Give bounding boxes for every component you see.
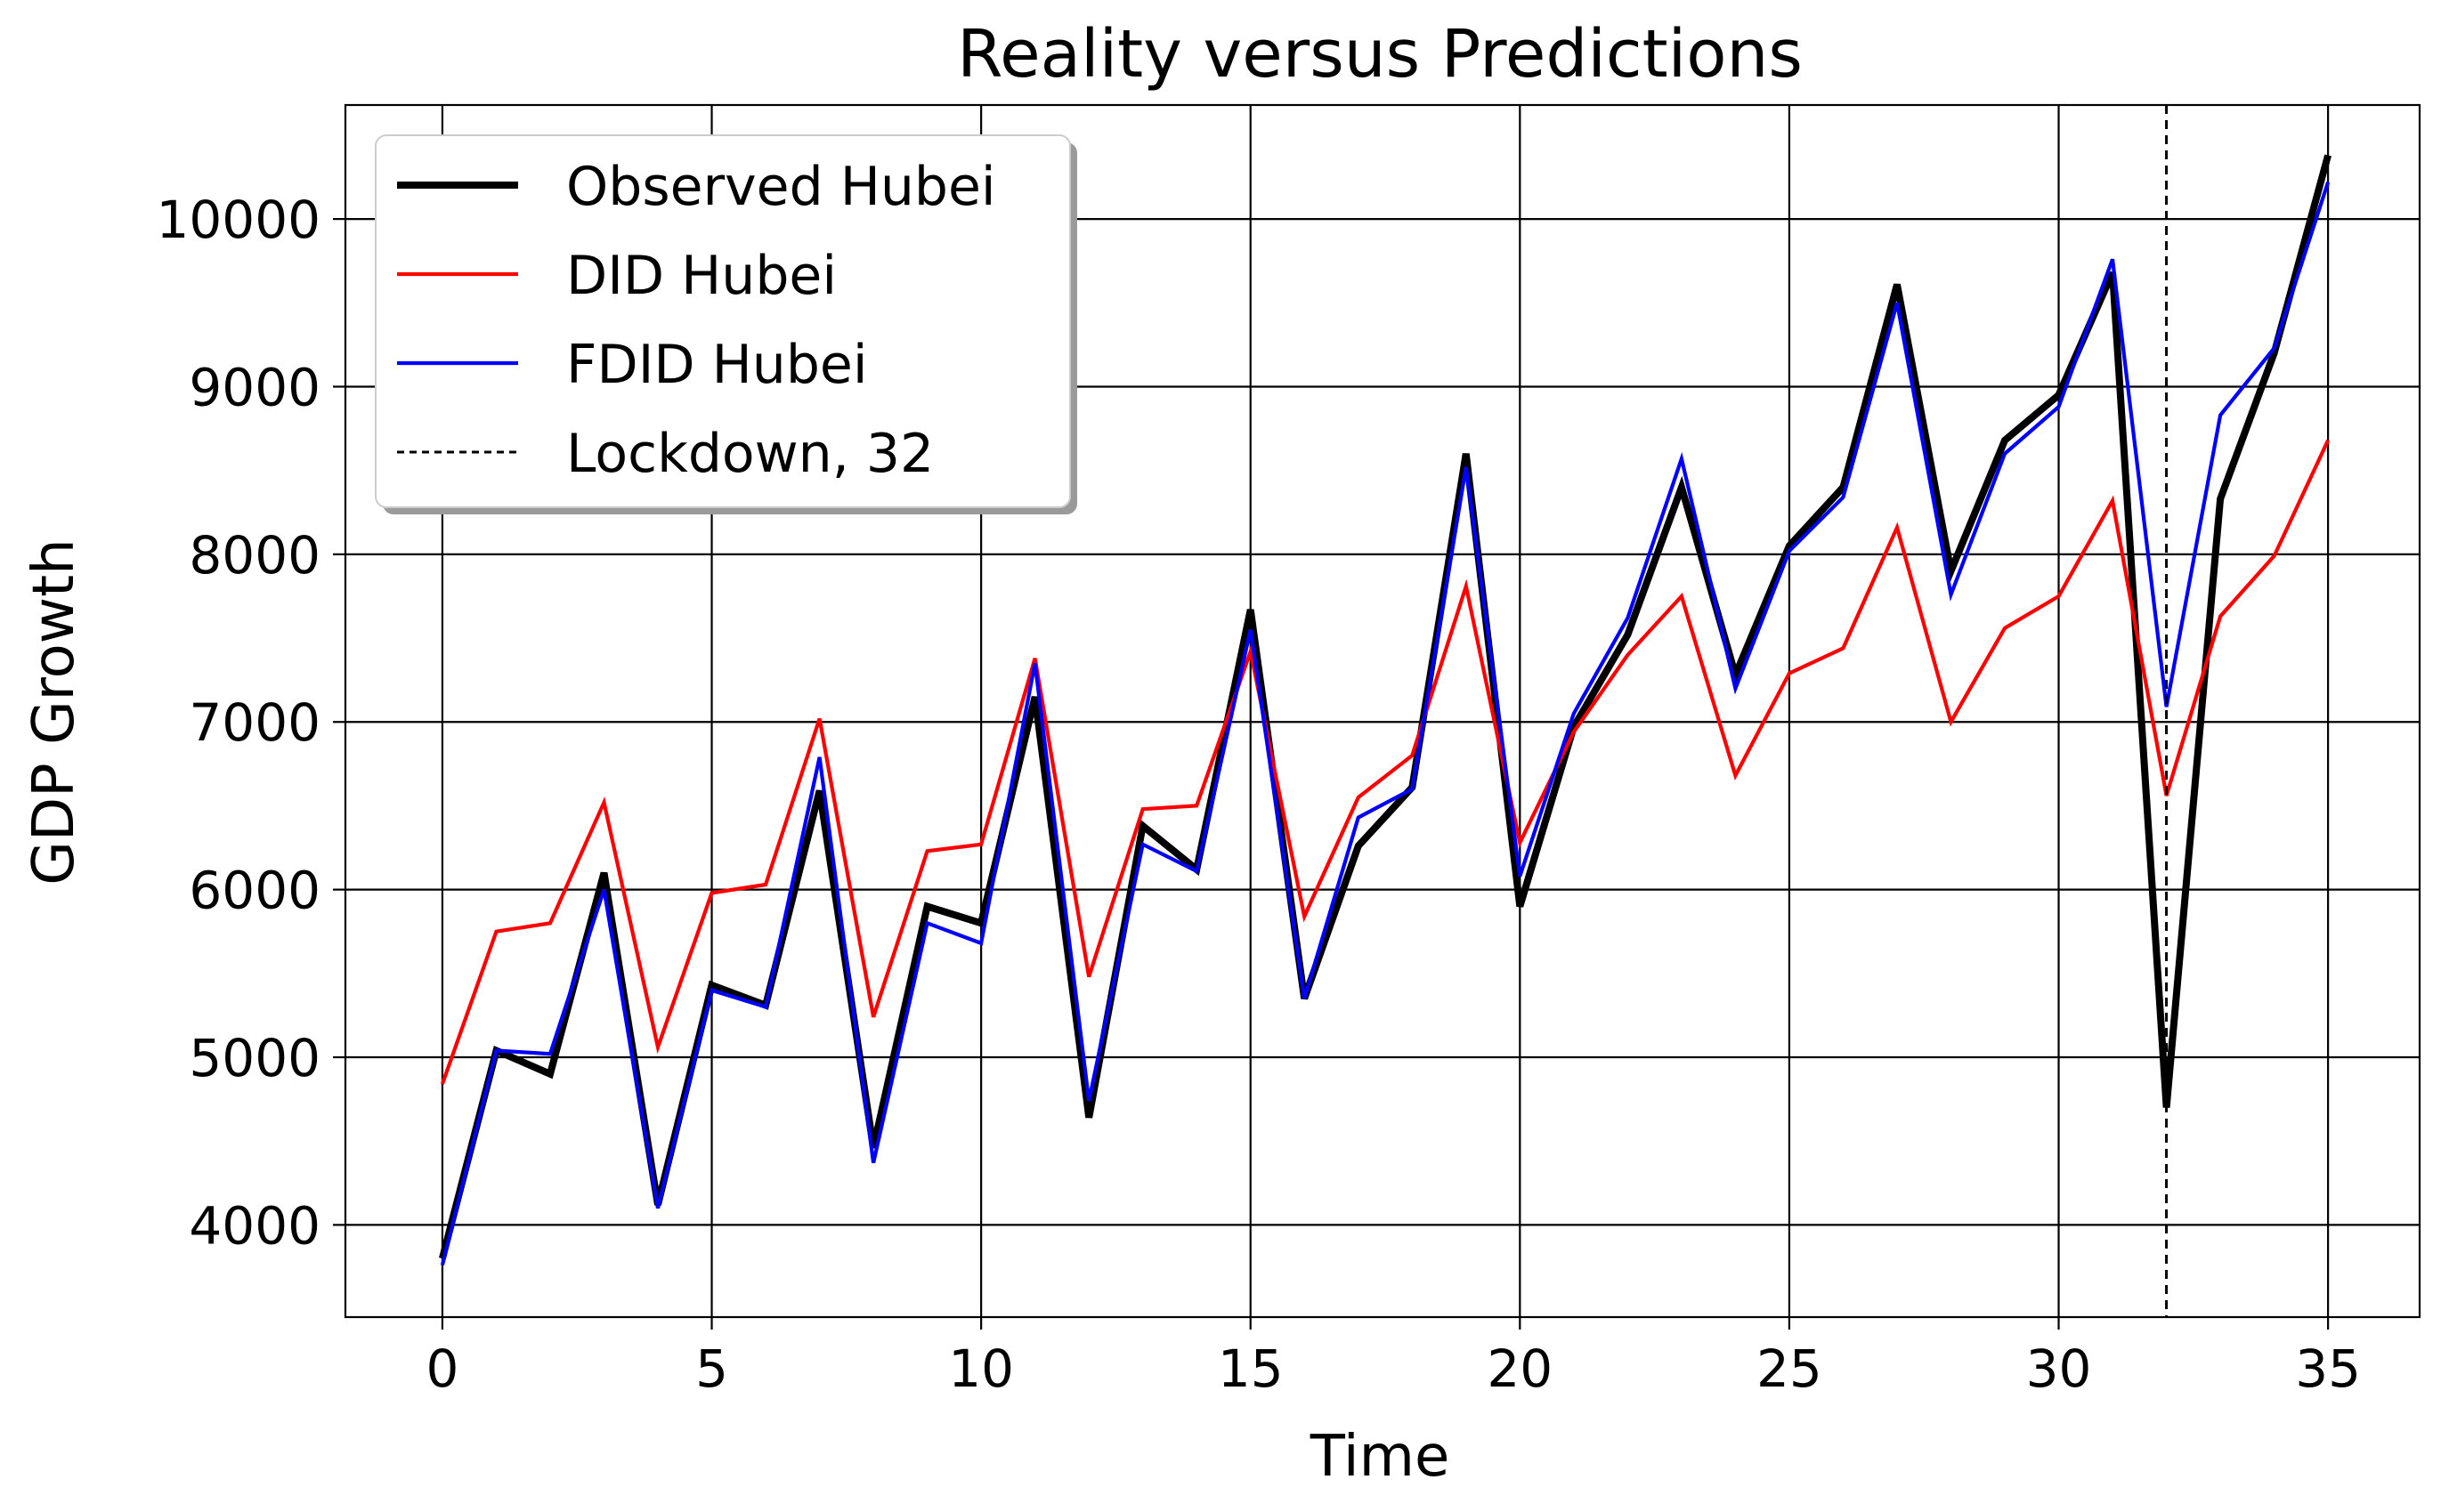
- x-tick-label: 10: [948, 1338, 1014, 1399]
- legend-label: Observed Hubei: [566, 156, 996, 218]
- y-tick-label: 9000: [189, 357, 320, 417]
- x-tick-label: 0: [426, 1338, 458, 1399]
- plot-area: 0 5 10 15 20 25 30 35 4000 5000 6000 7000 8000 9000 10…: [156, 103, 2421, 1399]
- axes-frame: [344, 103, 2421, 1319]
- y-tick-label: 5000: [189, 1028, 320, 1088]
- legend: Observed Hubei DID Hubei FDID Hubei Lockdow…: [375, 134, 1077, 514]
- x-tick-label: 25: [1756, 1338, 1822, 1399]
- x-tick-label: 20: [1487, 1338, 1553, 1399]
- legend-label: Lockdown, 32: [566, 423, 934, 485]
- y-tick-label: 6000: [189, 861, 320, 921]
- series-line-fdid-hubei: [440, 182, 2331, 1266]
- x-tick-label: 5: [695, 1338, 728, 1399]
- x-tick-label: 35: [2295, 1338, 2361, 1399]
- series-line-observed-hubei: [439, 154, 2332, 1260]
- series-line-did-hubei: [440, 439, 2331, 1085]
- y-tick-label: 4000: [189, 1195, 320, 1256]
- y-axis-label: GDP Growth: [21, 538, 87, 885]
- chart-title: Reality versus Predictions: [957, 16, 1803, 93]
- legend-label: DID Hubei: [566, 245, 837, 307]
- x-tick-label: 30: [2026, 1338, 2092, 1399]
- x-tick-label: 15: [1218, 1338, 1284, 1399]
- x-axis-label: Time: [1310, 1424, 1450, 1490]
- y-tick-label: 10000: [156, 190, 320, 250]
- y-tick-label: 8000: [189, 525, 320, 586]
- y-tick-label: 7000: [189, 692, 320, 753]
- legend-label: FDID Hubei: [566, 334, 868, 396]
- legend-box: [375, 134, 1071, 508]
